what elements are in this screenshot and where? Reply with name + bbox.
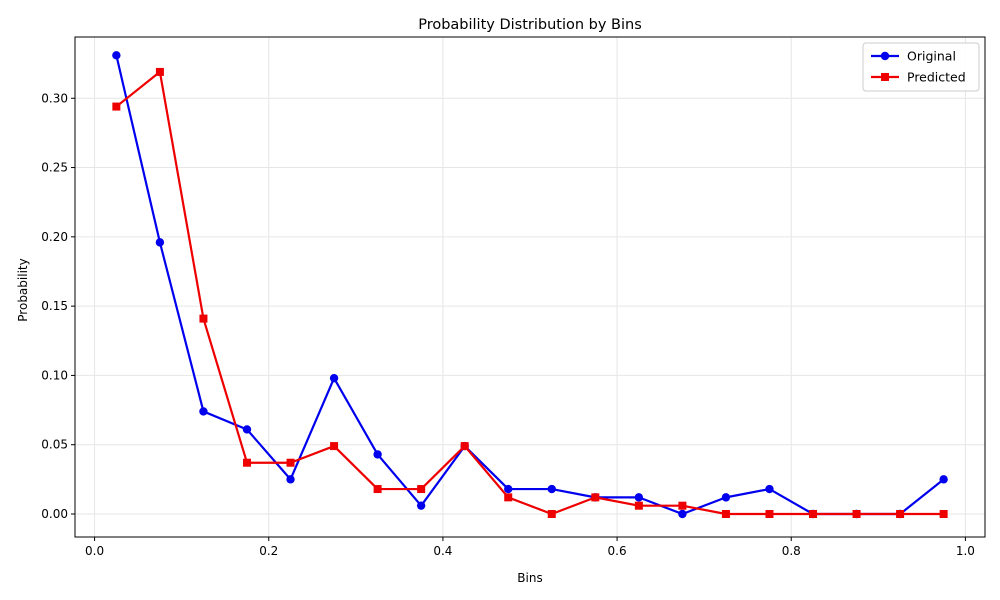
data-point-original [547, 484, 556, 494]
y-tick-label: 0.10 [41, 368, 68, 382]
x-tick-label: 0.6 [608, 544, 627, 558]
data-point-predicted [896, 509, 905, 518]
y-tick-label: 0.15 [41, 299, 68, 313]
data-point-original [155, 238, 165, 247]
data-point-predicted [678, 501, 687, 510]
legend: Original Predicted [862, 42, 980, 92]
data-point-original [242, 425, 252, 434]
data-point-original [373, 450, 382, 459]
data-point-predicted [460, 442, 469, 451]
chart-title: Probability Distribution by Bins [418, 17, 642, 33]
x-tick-label: 0.2 [259, 544, 278, 558]
data-point-predicted [809, 509, 818, 518]
y-axis: 0.00 0.05 0.10 0.15 0.20 0.25 0.30 [41, 91, 75, 521]
data-point-predicted [286, 458, 295, 467]
data-point-predicted [417, 485, 426, 494]
y-tick-label: 0.30 [41, 91, 68, 105]
data-point-predicted [852, 509, 861, 518]
data-point-predicted [504, 493, 513, 502]
data-point-original [678, 509, 687, 519]
data-point-original [504, 484, 513, 494]
data-point-original [199, 407, 208, 416]
data-point-original [416, 501, 426, 510]
data-point-predicted [591, 493, 600, 502]
x-tick-label: 1.0 [956, 544, 975, 558]
legend-label: Original [907, 49, 956, 64]
legend-marker [881, 73, 889, 81]
grid [75, 37, 985, 537]
data-point-predicted [112, 102, 121, 111]
data-point-original [765, 484, 774, 494]
data-point-predicted [939, 509, 948, 518]
plot-frame [74, 36, 986, 538]
data-point-predicted [330, 442, 339, 451]
data-point-predicted [373, 485, 382, 494]
data-point-predicted [547, 509, 556, 518]
legend-item-original: Original [871, 49, 956, 64]
x-tick-label: 0.4 [433, 544, 452, 558]
x-tick-label: 0.8 [782, 544, 801, 558]
series-line-predicted [115, 70, 944, 516]
data-point-original [329, 373, 339, 383]
y-tick-label: 0.05 [41, 438, 68, 452]
data-point-predicted [721, 509, 730, 518]
legend-item-predicted: Predicted [871, 70, 966, 85]
data-point-predicted [634, 501, 643, 510]
x-axis: 0.0 0.2 0.4 0.6 0.8 1.0 [85, 537, 975, 558]
y-tick-label: 0.20 [41, 230, 68, 244]
data-point-predicted [765, 509, 774, 518]
x-tick-label: 0.0 [85, 544, 104, 558]
series-layer [112, 51, 948, 519]
data-point-predicted [199, 314, 208, 323]
legend-label: Predicted [907, 70, 966, 85]
series-line-original [115, 55, 945, 516]
data-point-original [634, 493, 644, 502]
y-tick-label: 0.00 [41, 507, 68, 521]
data-point-predicted [242, 458, 251, 467]
data-point-original [286, 475, 295, 484]
legend-marker [880, 51, 890, 61]
data-point-predicted [155, 67, 164, 76]
x-axis-label: Bins [517, 571, 542, 585]
series-predicted [112, 67, 948, 518]
data-point-original [939, 475, 948, 484]
data-point-original [721, 493, 731, 502]
y-tick-label: 0.25 [41, 161, 68, 175]
y-axis-label: Probability [16, 258, 30, 321]
data-point-original [112, 51, 121, 60]
